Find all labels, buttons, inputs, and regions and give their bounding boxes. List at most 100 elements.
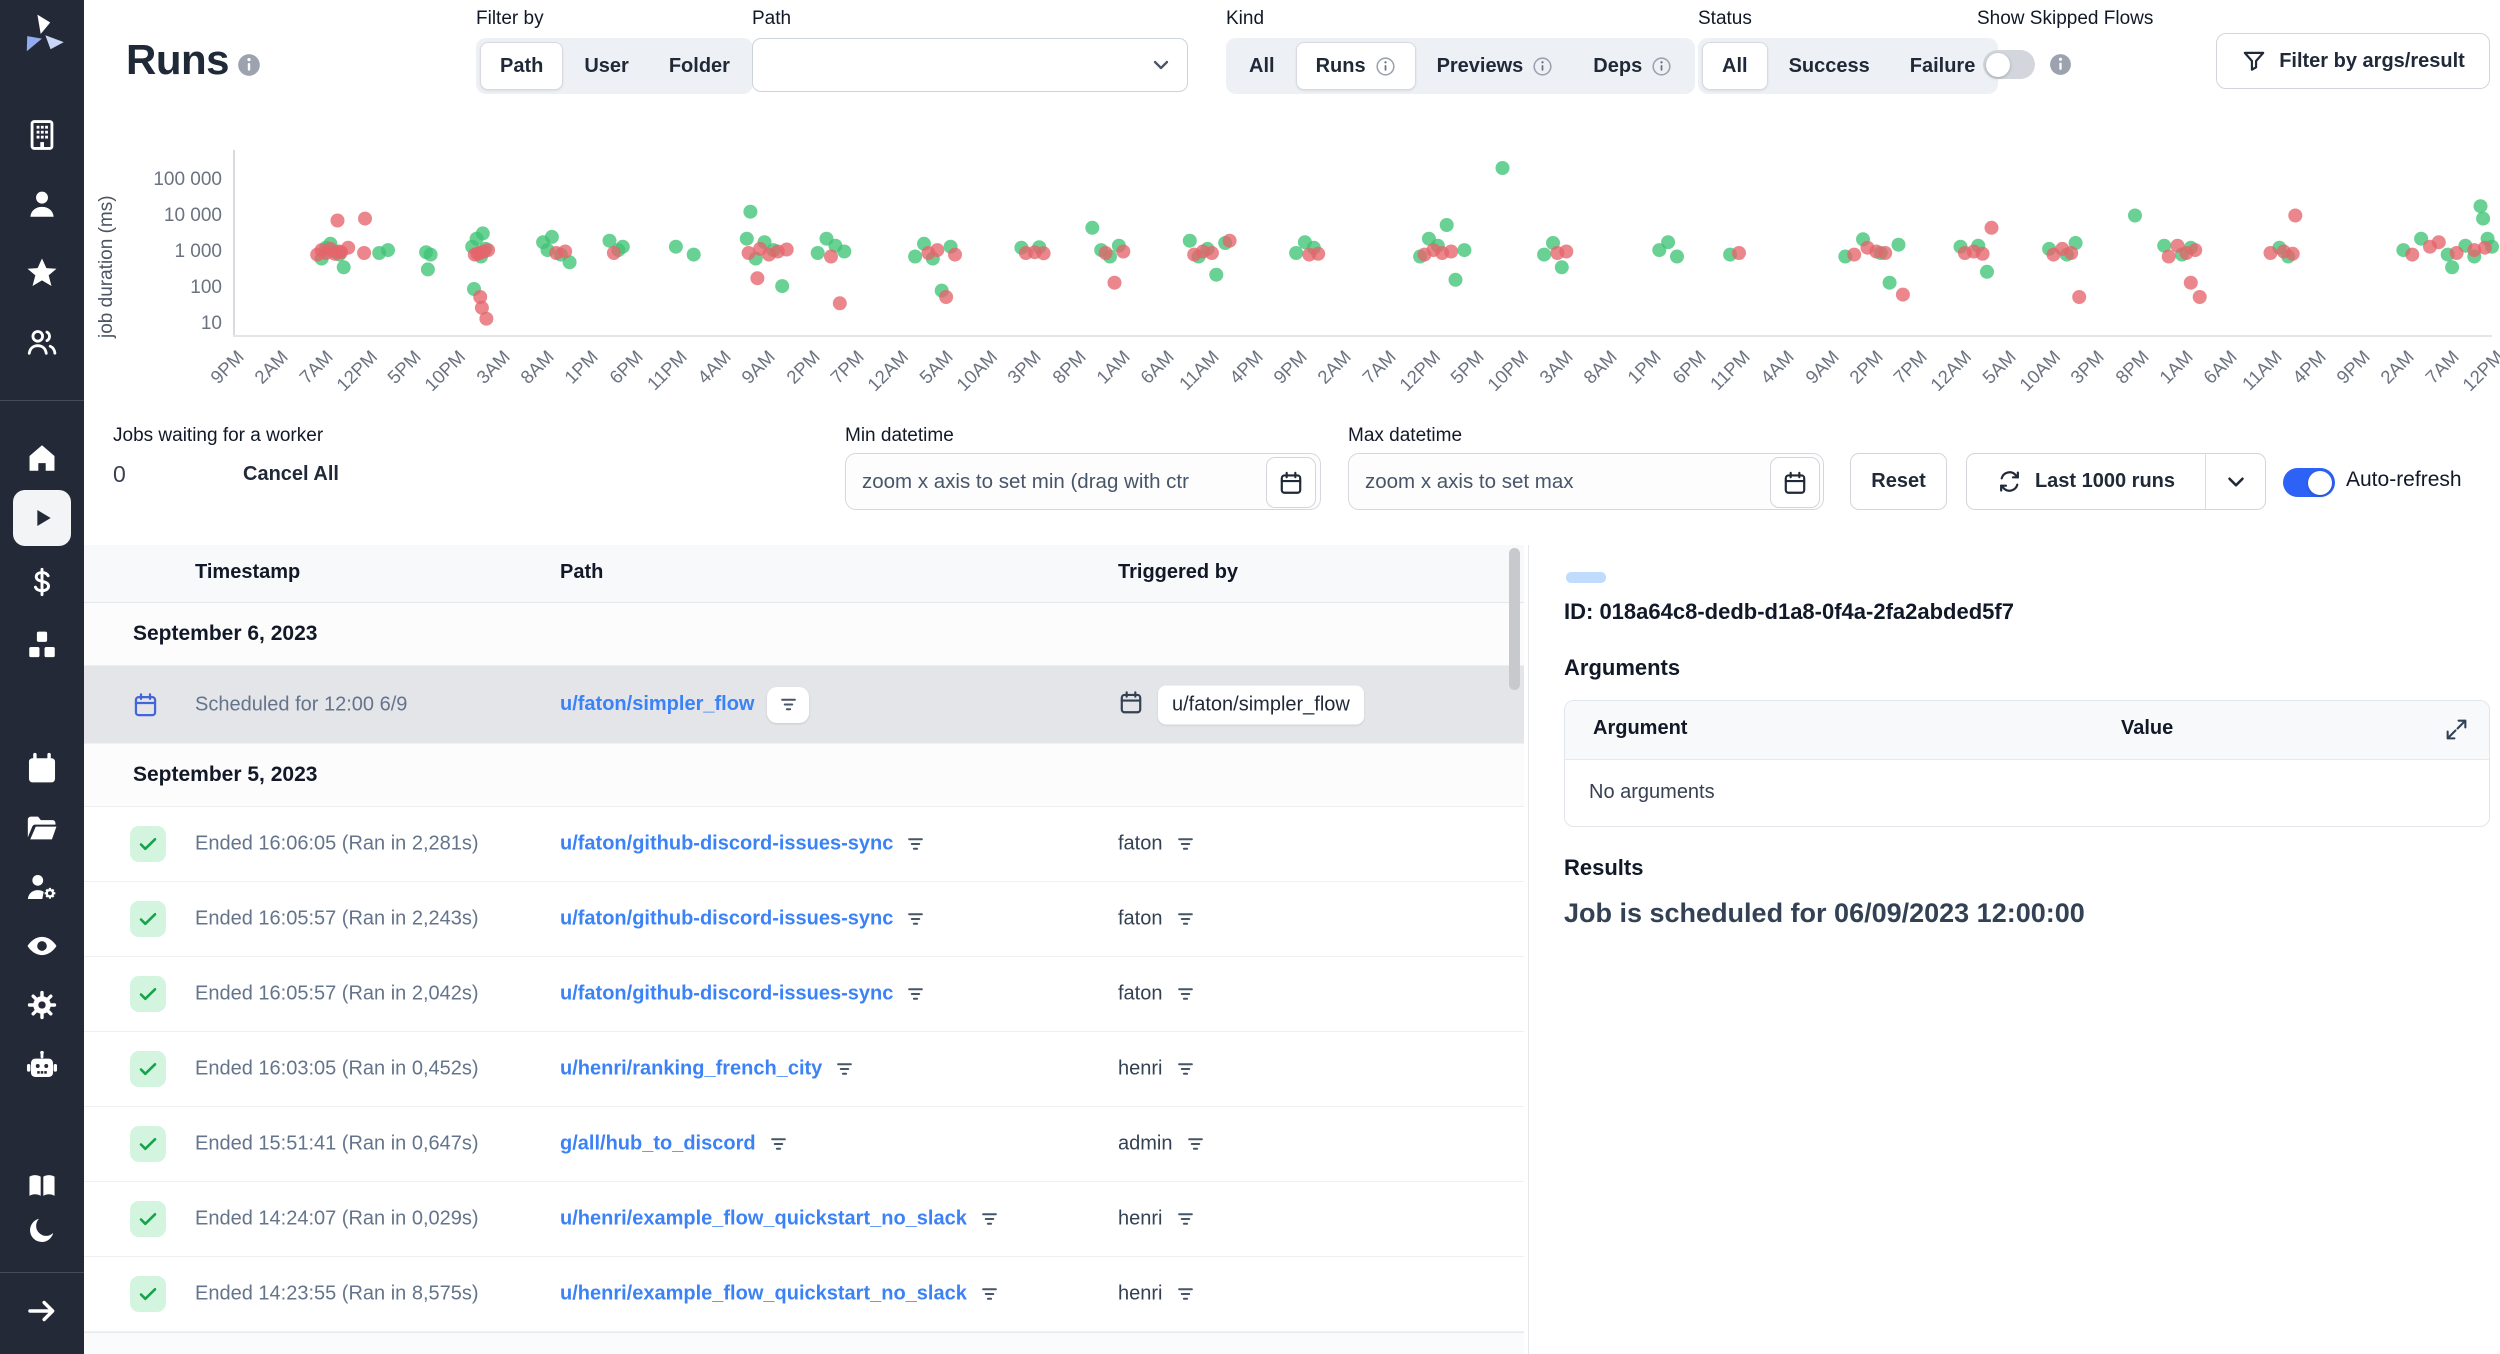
max-datetime-calendar-button[interactable] <box>1770 457 1820 508</box>
run-path-link[interactable]: u/faton/github-discord-issues-sync <box>560 982 894 1005</box>
path-filter-button[interactable] <box>906 910 925 929</box>
success-point[interactable] <box>810 246 825 260</box>
success-point[interactable] <box>1457 243 1472 258</box>
sidebar-item-workspace[interactable] <box>0 118 84 152</box>
failure-point[interactable] <box>1895 287 1910 302</box>
success-point[interactable] <box>1182 233 1197 248</box>
success-point[interactable] <box>1085 220 1100 235</box>
failure-point[interactable] <box>2449 246 2464 260</box>
run-row[interactable]: Ended 14:23:55 (Ran in 8,575s) u/henri/ex… <box>84 1257 1524 1332</box>
failure-point[interactable] <box>1878 246 1893 260</box>
reset-button[interactable]: Reset <box>1850 453 1947 510</box>
failure-point[interactable] <box>358 211 372 226</box>
failure-point[interactable] <box>2161 249 2176 264</box>
status-option-success[interactable]: Success <box>1770 42 1889 90</box>
failure-point[interactable] <box>1984 220 1999 235</box>
success-point[interactable] <box>908 249 923 264</box>
user-filter-button[interactable] <box>1176 910 1195 929</box>
failure-point[interactable] <box>948 247 962 262</box>
sidebar-item-settings[interactable] <box>0 988 84 1022</box>
user-filter-button[interactable] <box>1176 985 1195 1004</box>
run-row[interactable]: Scheduled for 12:00 6/9 u/faton/simpler_f… <box>84 666 1524 744</box>
success-point[interactable] <box>668 239 683 254</box>
failure-point[interactable] <box>479 311 494 326</box>
failure-point[interactable] <box>750 271 765 286</box>
success-point[interactable] <box>420 262 435 277</box>
failure-point[interactable] <box>1559 244 1574 259</box>
failure-point[interactable] <box>1847 247 1862 262</box>
failure-point[interactable] <box>1116 244 1131 259</box>
failure-point[interactable] <box>558 244 573 259</box>
success-point[interactable] <box>1661 235 1676 250</box>
run-row[interactable]: Ended 15:51:41 (Ran in 0,647s) g/all/hub_… <box>84 1107 1524 1182</box>
path-filter-button[interactable] <box>835 1060 854 1079</box>
failure-point[interactable] <box>1098 246 1113 260</box>
kind-option-runs[interactable]: Runs <box>1295 42 1416 90</box>
sidebar-item-home[interactable] <box>0 441 84 475</box>
user-filter-button[interactable] <box>1176 1210 1195 1229</box>
max-datetime-input[interactable] <box>1349 469 1823 494</box>
sidebar-item-audit-logs[interactable] <box>0 929 84 963</box>
success-point[interactable] <box>837 244 852 259</box>
run-row[interactable]: Ended 14:24:07 (Ran in 0,029s) u/henri/ex… <box>84 1182 1524 1257</box>
sidebar-item-runs[interactable] <box>13 490 71 546</box>
user-filter-button[interactable] <box>1176 1060 1195 1079</box>
failure-point[interactable] <box>1222 233 1237 248</box>
run-path-link[interactable]: u/faton/simpler_flow <box>560 693 755 715</box>
runs-count-button[interactable]: Last 1000 runs <box>1967 454 2205 509</box>
path-filter-button[interactable] <box>980 1285 999 1304</box>
success-point[interactable] <box>423 247 438 262</box>
runs-info-icon[interactable] <box>236 52 262 78</box>
cancel-all-button[interactable]: Cancel All <box>243 463 339 485</box>
run-path-link[interactable]: g/all/hub_to_discord <box>560 1132 756 1155</box>
failure-point[interactable] <box>2288 208 2303 223</box>
kind-option-deps[interactable]: Deps <box>1574 42 1691 90</box>
sidebar-item-variables[interactable] <box>0 565 84 599</box>
success-point[interactable] <box>1537 247 1552 262</box>
path-select[interactable] <box>752 38 1188 92</box>
failure-point[interactable] <box>2431 235 2446 250</box>
filter-by-option-user[interactable]: User <box>565 42 647 90</box>
failure-point[interactable] <box>2467 243 2482 258</box>
success-point[interactable] <box>544 229 559 244</box>
failure-point[interactable] <box>1107 275 1122 290</box>
sidebar-item-resources[interactable] <box>0 628 84 662</box>
success-point[interactable] <box>2473 199 2488 214</box>
expand-arguments-button[interactable] <box>2444 717 2469 748</box>
failure-point[interactable] <box>1311 246 1326 261</box>
show-skipped-toggle[interactable] <box>1983 50 2035 79</box>
filter-by-option-folder[interactable]: Folder <box>650 42 749 90</box>
auto-refresh-toggle[interactable] <box>2283 468 2335 497</box>
success-point[interactable] <box>1209 267 1224 282</box>
failure-point[interactable] <box>1732 246 1746 260</box>
path-filter-button[interactable] <box>769 1135 788 1154</box>
failure-point[interactable] <box>939 290 954 304</box>
run-path-link[interactable]: u/faton/github-discord-issues-sync <box>560 832 894 855</box>
failure-point[interactable] <box>1444 244 1459 259</box>
filter-args-button[interactable]: Filter by args/result <box>2216 33 2490 89</box>
failure-point[interactable] <box>779 242 794 257</box>
failure-point[interactable] <box>481 243 496 258</box>
path-filter-button[interactable] <box>980 1210 999 1229</box>
failure-point[interactable] <box>357 246 372 260</box>
success-point[interactable] <box>1439 218 1454 232</box>
show-skipped-info-icon[interactable] <box>2048 52 2074 78</box>
run-path-link[interactable]: u/henri/ranking_french_city <box>560 1057 823 1080</box>
min-datetime-calendar-button[interactable] <box>1266 457 1316 508</box>
filter-by-option-path[interactable]: Path <box>480 42 564 90</box>
kind-option-all[interactable]: All <box>1230 42 1294 90</box>
success-point[interactable] <box>2476 211 2491 226</box>
success-point[interactable] <box>562 255 577 270</box>
success-point[interactable] <box>739 231 754 246</box>
success-point[interactable] <box>1980 264 1994 279</box>
run-row[interactable]: Ended 16:05:57 (Ran in 2,042s) u/faton/gi… <box>84 957 1524 1032</box>
run-row[interactable]: Ended 16:03:05 (Ran in 0,452s) u/henri/ra… <box>84 1032 1524 1107</box>
failure-point[interactable] <box>2263 246 2278 260</box>
failure-point[interactable] <box>2192 290 2207 304</box>
success-point[interactable] <box>336 260 351 275</box>
failure-point[interactable] <box>2405 247 2420 262</box>
user-filter-button[interactable] <box>1176 835 1195 854</box>
path-filter-button[interactable] <box>906 835 925 854</box>
min-datetime-input[interactable] <box>846 469 1320 494</box>
scatter-plot[interactable] <box>0 0 2500 420</box>
